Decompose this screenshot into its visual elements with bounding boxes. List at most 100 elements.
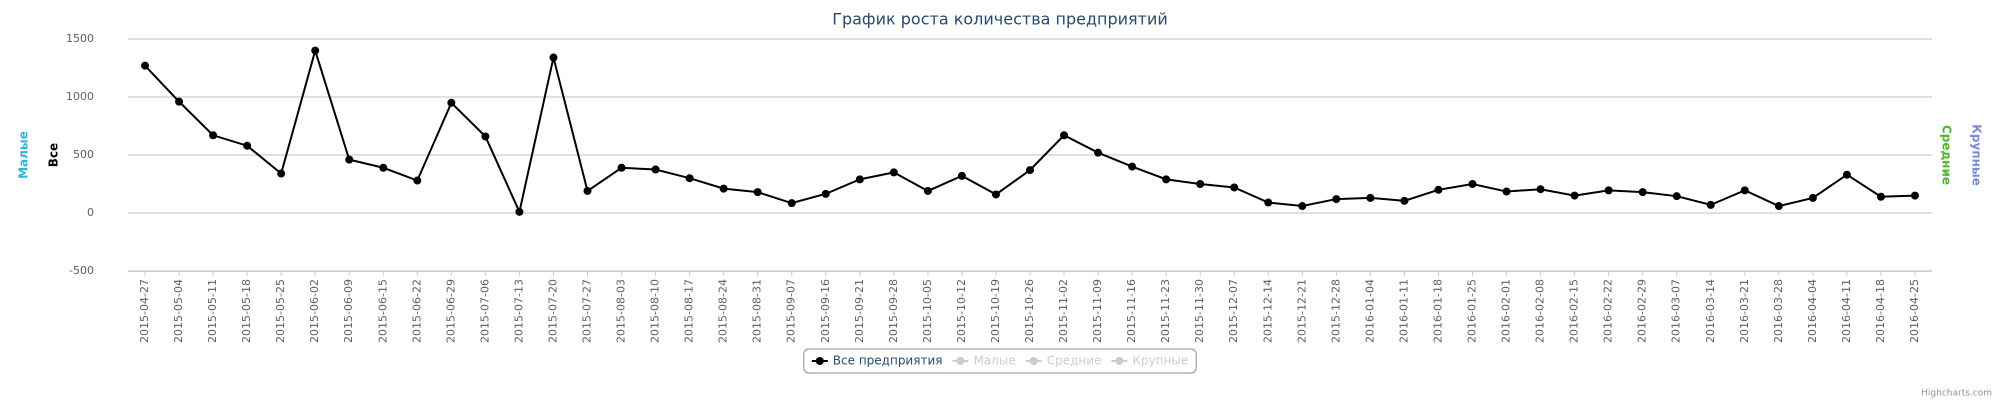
- x-tick-label: 2015-12-21: [1295, 279, 1308, 343]
- x-tick-label: 2016-01-11: [1397, 279, 1410, 343]
- legend-label: Средние: [1047, 354, 1102, 368]
- y-tick-label: 1000: [66, 90, 94, 103]
- x-tick-label: 2015-09-28: [887, 279, 900, 343]
- legend-item[interactable]: Крупные: [1111, 354, 1188, 368]
- y2-axis-title: Крупные: [1970, 124, 1984, 186]
- point: [175, 97, 184, 106]
- point: [821, 189, 830, 198]
- x-tick-label: 2016-02-01: [1500, 279, 1513, 343]
- x-tick-label: 2015-11-30: [1193, 279, 1206, 343]
- x-tick-label: 2016-02-22: [1602, 279, 1615, 343]
- x-tick-label: 2016-03-14: [1704, 279, 1717, 343]
- point: [209, 131, 218, 140]
- point: [277, 169, 286, 178]
- point: [855, 175, 864, 184]
- point: [1230, 183, 1239, 192]
- legend-box: [803, 348, 1197, 374]
- point: [1842, 170, 1851, 179]
- x-tick-label: 2016-01-25: [1465, 279, 1478, 343]
- point: [515, 207, 524, 216]
- x-tick-label: 2015-11-02: [1057, 279, 1070, 343]
- point: [1434, 185, 1443, 194]
- point: [447, 98, 456, 107]
- x-tick-label: 2015-04-27: [138, 279, 151, 343]
- legend-item[interactable]: Малые: [952, 354, 1016, 368]
- x-tick-label: 2015-08-24: [717, 279, 730, 343]
- y-tick-label: 500: [73, 148, 94, 161]
- legend-symbol: [1115, 357, 1124, 365]
- x-tick-label: 2015-12-28: [1329, 279, 1342, 343]
- x-tick-label: 2016-04-25: [1908, 279, 1921, 343]
- x-tick-label: 2015-06-02: [308, 279, 321, 343]
- y-tick-label: 1500: [66, 32, 94, 45]
- y-axis-title: Все: [47, 143, 61, 167]
- point: [1604, 186, 1613, 195]
- point: [1536, 185, 1545, 194]
- point: [345, 155, 354, 164]
- x-tick-label: 2015-07-06: [478, 279, 491, 343]
- x-tick-label: 2016-02-08: [1534, 279, 1547, 343]
- x-tick-label: 2015-07-27: [581, 279, 594, 343]
- x-tick-label: 2015-08-31: [751, 279, 764, 343]
- legend-item[interactable]: Средние: [1025, 354, 1102, 368]
- legend-symbol: [815, 357, 824, 365]
- x-tick-label: 2015-09-21: [853, 279, 866, 343]
- point: [1332, 195, 1341, 204]
- point: [685, 174, 694, 183]
- point: [957, 171, 966, 180]
- series-line: [144, 47, 1916, 215]
- point: [1060, 131, 1069, 140]
- y-axis-title: Малые: [17, 131, 31, 179]
- legend: Все предприятия Малые Средние Крупные: [803, 348, 1197, 374]
- x-tick-label: 2015-06-09: [342, 279, 355, 343]
- x-tick-label: 2016-04-04: [1806, 279, 1819, 343]
- x-tick-label: 2016-01-18: [1431, 279, 1444, 343]
- point: [1094, 148, 1103, 157]
- point: [787, 199, 796, 208]
- x-tick-label: 2016-04-18: [1874, 279, 1887, 343]
- x-tick-label: 2015-12-14: [1261, 279, 1274, 343]
- point: [651, 165, 660, 174]
- x-tick-label: 2015-05-11: [206, 279, 219, 343]
- x-tick-label: 2015-07-20: [546, 279, 559, 343]
- point: [1876, 192, 1885, 201]
- x-tick-label: 2016-02-15: [1568, 279, 1581, 343]
- x-tick-label: 2015-09-07: [785, 279, 798, 343]
- legend-item[interactable]: Все предприятия: [811, 354, 943, 368]
- x-tick-label: 2015-10-05: [921, 279, 934, 343]
- chart-title: График роста количества предприятий: [832, 10, 1168, 29]
- point: [379, 163, 388, 172]
- legend-symbol: [956, 357, 965, 365]
- point: [617, 163, 626, 172]
- x-tick-label: 2015-05-25: [274, 279, 287, 343]
- point: [481, 132, 490, 141]
- point: [311, 46, 320, 55]
- x-tick-label: 2016-02-29: [1636, 279, 1649, 343]
- point: [583, 186, 592, 195]
- point: [1808, 193, 1817, 202]
- point: [1196, 180, 1205, 188]
- point: [1910, 191, 1919, 200]
- credits[interactable]: Highcharts.com: [1921, 389, 1992, 399]
- x-tick-label: 2016-03-28: [1772, 279, 1785, 343]
- y2-axis-title: Средние: [1940, 125, 1954, 185]
- point: [991, 190, 1000, 199]
- point: [1570, 191, 1579, 200]
- x-tick-label: 2016-01-04: [1363, 279, 1376, 343]
- point: [1026, 166, 1034, 175]
- x-tick-label: 2016-04-11: [1840, 279, 1853, 343]
- point: [1400, 196, 1409, 205]
- legend-label: Крупные: [1132, 354, 1188, 368]
- point: [923, 186, 932, 195]
- x-tick-label: 2015-05-18: [240, 279, 253, 343]
- point: [141, 61, 150, 70]
- point: [1706, 200, 1715, 209]
- point: [1740, 186, 1749, 195]
- y-tick-label: -500: [69, 264, 94, 277]
- point: [243, 141, 252, 150]
- point: [413, 176, 422, 185]
- x-tick-label: 2015-08-10: [649, 279, 662, 343]
- point: [1672, 192, 1681, 201]
- x-tick-label: 2015-06-15: [376, 279, 389, 343]
